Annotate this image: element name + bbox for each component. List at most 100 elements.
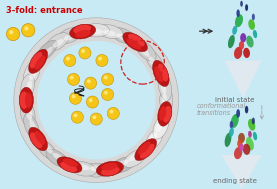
Ellipse shape bbox=[248, 119, 255, 131]
Ellipse shape bbox=[234, 147, 242, 159]
Ellipse shape bbox=[75, 30, 91, 38]
Ellipse shape bbox=[123, 32, 147, 52]
Ellipse shape bbox=[63, 158, 78, 167]
Ellipse shape bbox=[162, 93, 167, 107]
Ellipse shape bbox=[21, 74, 35, 99]
Ellipse shape bbox=[153, 115, 169, 139]
Circle shape bbox=[68, 73, 79, 85]
Circle shape bbox=[104, 76, 108, 80]
Circle shape bbox=[96, 54, 108, 67]
Ellipse shape bbox=[246, 137, 254, 150]
Ellipse shape bbox=[135, 139, 157, 161]
Text: 3-fold: entrance: 3-fold: entrance bbox=[6, 6, 83, 15]
Ellipse shape bbox=[35, 55, 45, 70]
Ellipse shape bbox=[26, 81, 32, 93]
Ellipse shape bbox=[30, 132, 43, 148]
Ellipse shape bbox=[29, 67, 37, 81]
Circle shape bbox=[24, 26, 29, 31]
Ellipse shape bbox=[145, 50, 163, 73]
Ellipse shape bbox=[156, 120, 163, 132]
Circle shape bbox=[93, 115, 96, 119]
Ellipse shape bbox=[30, 52, 43, 68]
Ellipse shape bbox=[252, 14, 255, 20]
Ellipse shape bbox=[69, 161, 96, 176]
Circle shape bbox=[22, 24, 35, 37]
Ellipse shape bbox=[19, 91, 29, 109]
Ellipse shape bbox=[245, 4, 248, 11]
Ellipse shape bbox=[29, 49, 48, 73]
Ellipse shape bbox=[153, 60, 169, 87]
Ellipse shape bbox=[236, 109, 240, 118]
Ellipse shape bbox=[46, 33, 69, 51]
Ellipse shape bbox=[225, 133, 231, 147]
Ellipse shape bbox=[57, 27, 82, 44]
Ellipse shape bbox=[237, 9, 240, 17]
Ellipse shape bbox=[158, 101, 172, 126]
Ellipse shape bbox=[160, 86, 173, 115]
Ellipse shape bbox=[229, 128, 234, 137]
Ellipse shape bbox=[246, 36, 254, 48]
Ellipse shape bbox=[127, 38, 141, 49]
Polygon shape bbox=[225, 60, 262, 98]
Ellipse shape bbox=[149, 133, 157, 144]
Ellipse shape bbox=[110, 157, 136, 173]
Circle shape bbox=[72, 94, 76, 98]
Circle shape bbox=[38, 42, 155, 159]
Ellipse shape bbox=[116, 33, 129, 40]
Circle shape bbox=[81, 49, 85, 53]
Ellipse shape bbox=[230, 121, 233, 129]
Ellipse shape bbox=[252, 118, 255, 124]
Ellipse shape bbox=[124, 149, 147, 167]
Circle shape bbox=[90, 113, 102, 125]
Circle shape bbox=[70, 76, 74, 80]
Ellipse shape bbox=[97, 25, 123, 39]
Ellipse shape bbox=[103, 30, 116, 36]
Circle shape bbox=[79, 47, 91, 59]
Ellipse shape bbox=[90, 166, 102, 171]
Circle shape bbox=[86, 96, 99, 108]
Circle shape bbox=[104, 91, 108, 95]
Ellipse shape bbox=[53, 39, 64, 48]
Ellipse shape bbox=[24, 114, 40, 140]
Ellipse shape bbox=[238, 133, 245, 143]
Ellipse shape bbox=[57, 157, 82, 173]
Ellipse shape bbox=[243, 48, 250, 58]
Circle shape bbox=[74, 113, 78, 117]
Ellipse shape bbox=[60, 162, 77, 172]
Ellipse shape bbox=[239, 41, 244, 50]
Text: conformational
transitions: conformational transitions bbox=[197, 103, 246, 116]
Ellipse shape bbox=[248, 19, 255, 30]
Ellipse shape bbox=[237, 139, 242, 148]
Ellipse shape bbox=[234, 47, 242, 59]
Ellipse shape bbox=[162, 106, 172, 123]
Ellipse shape bbox=[232, 26, 237, 35]
Ellipse shape bbox=[231, 114, 239, 128]
Circle shape bbox=[87, 79, 91, 83]
Circle shape bbox=[64, 54, 76, 67]
Circle shape bbox=[6, 27, 20, 41]
Ellipse shape bbox=[138, 142, 150, 154]
Polygon shape bbox=[221, 155, 262, 189]
Ellipse shape bbox=[26, 107, 32, 121]
Ellipse shape bbox=[253, 30, 257, 38]
Ellipse shape bbox=[239, 144, 244, 151]
Ellipse shape bbox=[235, 14, 243, 27]
Ellipse shape bbox=[240, 33, 246, 43]
Ellipse shape bbox=[96, 161, 124, 176]
Text: ending state: ending state bbox=[213, 178, 257, 184]
Ellipse shape bbox=[23, 60, 40, 86]
Ellipse shape bbox=[243, 144, 250, 155]
Circle shape bbox=[98, 57, 102, 61]
Ellipse shape bbox=[101, 163, 118, 170]
Circle shape bbox=[71, 111, 83, 123]
Ellipse shape bbox=[245, 106, 248, 113]
Ellipse shape bbox=[29, 127, 48, 151]
Circle shape bbox=[109, 110, 113, 114]
Ellipse shape bbox=[43, 143, 53, 154]
Circle shape bbox=[66, 57, 70, 61]
Ellipse shape bbox=[37, 40, 57, 61]
Ellipse shape bbox=[149, 57, 157, 68]
Ellipse shape bbox=[140, 47, 150, 57]
Ellipse shape bbox=[90, 29, 103, 34]
Circle shape bbox=[9, 30, 13, 34]
